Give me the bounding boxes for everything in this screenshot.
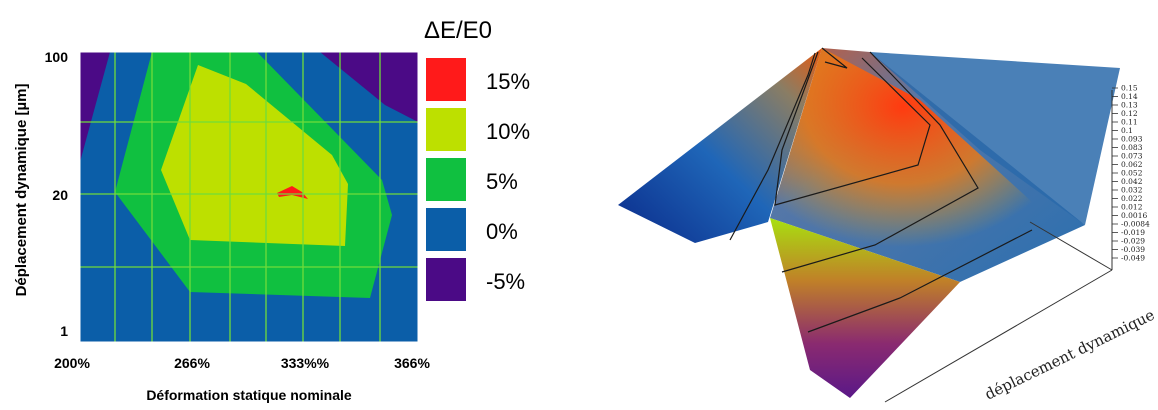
contour-lines [729, 47, 1033, 333]
legend-label: 15% [486, 69, 530, 94]
colorbar-tick-label: 0.062 [1121, 160, 1143, 169]
region-10 [161, 65, 348, 246]
y-tick-20: 20 [52, 187, 68, 203]
colorbar-tick-label: 0.052 [1121, 169, 1143, 178]
colorbar-tick-label: 0.14 [1121, 92, 1138, 101]
legend-swatch [426, 208, 466, 251]
x-tick-333: 333%% [281, 355, 330, 371]
region-minus5-left [80, 52, 110, 162]
colorbar-tick-label: 0.012 [1121, 203, 1143, 212]
region-minus5-right [320, 52, 418, 122]
surface-plot-panel: 0.15 0.14 0.13 0.12 0.11 0.1 0.093 0.083 0.073 0.… [600, 0, 1158, 405]
legend-label: 5% [486, 169, 518, 194]
surface-mesh [618, 47, 1120, 403]
x-tick-266: 266% [174, 355, 210, 371]
x-axis-label: Déformation statique nominale [146, 387, 352, 403]
surface-left-face [618, 48, 822, 243]
colorbar-tick-label: 0.0016 [1121, 211, 1147, 220]
legend-label: -5% [486, 269, 525, 294]
surface-back-face [870, 52, 1120, 225]
colorbar-tick-label: 0.11 [1121, 118, 1138, 127]
colorbar-ticks: 0.150.140.130.120.110.10.0930.0830.0730.… [1112, 84, 1150, 263]
legend-swatch [426, 108, 466, 151]
legend-swatch [426, 258, 466, 301]
colorbar-tick-label: -0.029 [1121, 237, 1145, 246]
colorbar-tick-label: 0.073 [1121, 152, 1143, 161]
contour-chart-panel: 100 20 1 200% 266% 333%% 366% Déformatio… [0, 0, 560, 405]
colorbar-tick-label: 0.15 [1121, 84, 1138, 93]
surface-axes [884, 90, 1113, 403]
surface-plot: 0.150.140.130.120.110.10.0930.0830.0730.… [618, 47, 1158, 404]
legend-swatch [426, 58, 466, 101]
surface-front-face [770, 218, 960, 398]
colorbar-tick-label: -0.0084 [1121, 220, 1150, 229]
legend-label: 0% [486, 219, 518, 244]
region-15 [277, 186, 308, 199]
x-tick-200: 200% [54, 355, 90, 371]
contour-chart: 100 20 1 200% 266% 333%% 366% Déformatio… [13, 17, 530, 403]
colorbar-tick-label: -0.049 [1121, 254, 1145, 263]
y-tick-1: 1 [60, 323, 68, 339]
colorbar-tick-label: 0.12 [1121, 109, 1138, 118]
colorbar-tick-label: 0.13 [1121, 101, 1138, 110]
x-tick-366: 366% [394, 355, 430, 371]
colorbar-tick-label: 0.083 [1121, 143, 1143, 152]
legend-label: 10% [486, 119, 530, 144]
colorbar-tick-label: 0.1 [1121, 126, 1133, 135]
grid-lines [80, 52, 418, 342]
surface-axis-label: déplacement dynamique [982, 306, 1158, 404]
contour-plot-area [79, 51, 419, 343]
colorbar-tick-label: -0.019 [1121, 228, 1145, 237]
colorbar-tick-label: -0.039 [1121, 245, 1145, 254]
colorbar-tick-label: 0.022 [1121, 194, 1143, 203]
legend: 15% 10% 5% 0% -5% [426, 58, 530, 301]
y-axis-label: Déplacement dynamique [µm] [13, 84, 30, 297]
colorbar-tick-label: 0.042 [1121, 177, 1143, 186]
colorbar-tick-label: 0.032 [1121, 186, 1143, 195]
y-tick-100: 100 [45, 49, 69, 65]
legend-swatch [426, 158, 466, 201]
colorbar-tick-label: 0.093 [1121, 135, 1143, 144]
legend-title: ΔE/E0 [424, 17, 492, 44]
